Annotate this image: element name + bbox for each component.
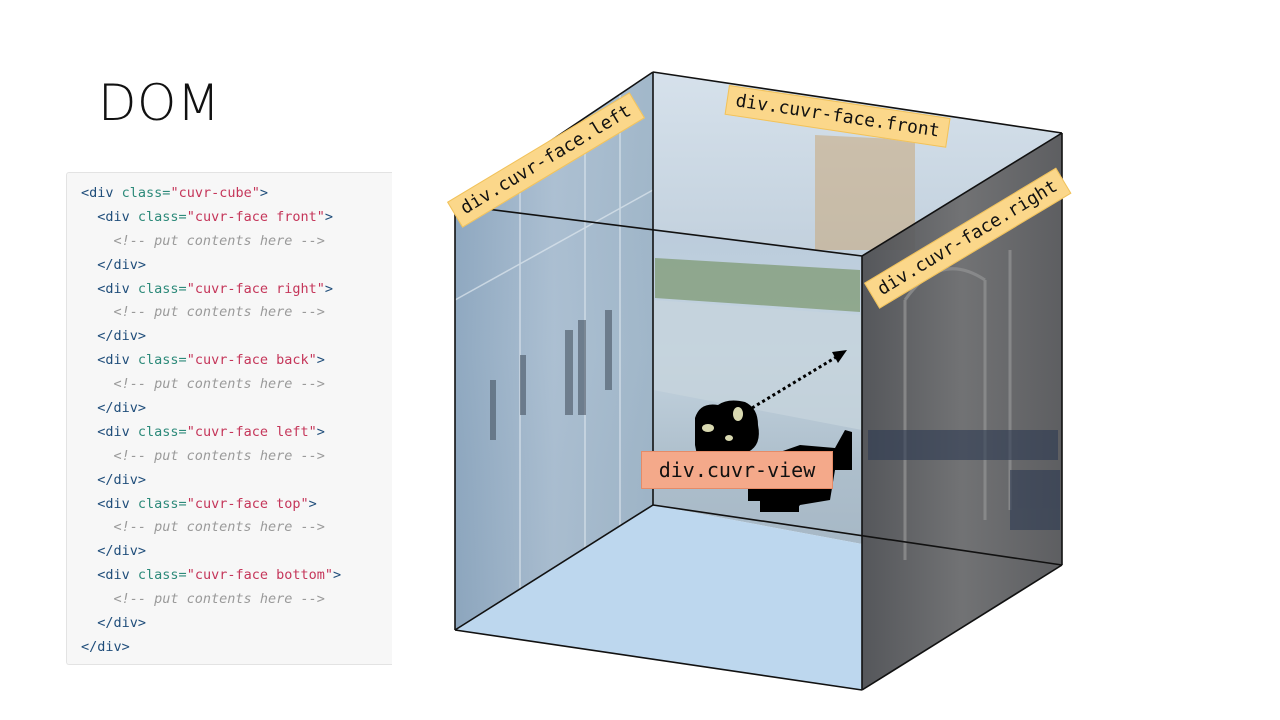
code-block: <div class="cuvr-cube"> <div class="cuvr…	[66, 172, 392, 665]
code-line: </div>	[81, 325, 392, 349]
code-line: <div class="cuvr-face right">	[81, 278, 392, 302]
code-line: <div class="cuvr-face front">	[81, 206, 392, 230]
code-token-attr: class=	[137, 423, 187, 440]
viewer-highlights	[702, 407, 743, 441]
code-token-cmt: <!-- put contents here -->	[113, 232, 325, 249]
code-line: <!-- put contents here -->	[81, 301, 392, 325]
code-line: <div class="cuvr-face top">	[81, 493, 392, 517]
back-wall-trees	[655, 258, 860, 312]
code-token-tag: <div	[97, 280, 130, 297]
code-line: <div class="cuvr-face left">	[81, 421, 392, 445]
code-token-tag: >	[308, 495, 317, 512]
code-token-tag: </div>	[97, 615, 147, 632]
label-view: div.cuvr-view	[641, 451, 833, 489]
code-token-tag: </div>	[97, 256, 147, 273]
code-token-attr: class=	[137, 352, 187, 369]
code-token-str: "cuvr-face right"	[186, 280, 325, 297]
code-token-str: "cuvr-face bottom"	[186, 567, 334, 584]
code-token-str: "cuvr-cube"	[170, 185, 260, 201]
code-token-tag: <div	[97, 567, 130, 584]
code-line: <!-- put contents here -->	[81, 445, 392, 469]
code-line: <!-- put contents here -->	[81, 230, 392, 254]
code-token-attr: class=	[121, 185, 171, 201]
view-direction-arrowhead	[832, 350, 847, 363]
code-line: <div class="cuvr-face bottom">	[81, 564, 392, 588]
code-token-tag: >	[324, 208, 334, 225]
code-token-cmt: <!-- put contents here -->	[113, 376, 325, 393]
code-token-tag: <div	[81, 185, 114, 201]
back-wall-plaza	[653, 300, 862, 430]
code-line: <div class="cuvr-cube">	[81, 182, 392, 206]
code-token-cmt: <!-- put contents here -->	[113, 447, 325, 464]
code-token-str: "cuvr-face top"	[186, 495, 309, 512]
code-line: </div>	[81, 254, 392, 278]
code-token-cmt: <!-- put contents here -->	[113, 304, 325, 321]
code-token-tag: </div>	[97, 543, 147, 560]
code-line: </div>	[81, 612, 392, 636]
code-line: <!-- put contents here -->	[81, 588, 392, 612]
code-token-str: "cuvr-face back"	[186, 352, 317, 369]
left-wall-crowd	[490, 310, 612, 440]
code-token-tag: >	[324, 280, 334, 297]
code-token-tag: <div	[97, 423, 130, 440]
code-token-tag: </div>	[97, 471, 147, 488]
code-token-tag: </div>	[81, 638, 130, 655]
view-direction-arrow	[751, 354, 839, 410]
code-token-attr: class=	[137, 208, 187, 225]
code-token-cmt: <!-- put contents here -->	[113, 591, 325, 608]
cube-edges	[454, 71, 1063, 691]
code-token-tag: >	[316, 423, 325, 440]
code-token-tag: <div	[97, 352, 130, 369]
code-token-attr: class=	[137, 495, 187, 512]
code-token-tag: >	[316, 352, 325, 369]
code-token-cmt: <!-- put contents here -->	[113, 519, 325, 536]
right-wall-crowd	[868, 430, 1060, 530]
top-building	[815, 135, 915, 250]
code-token-tag: >	[333, 567, 342, 584]
code-line: </div>	[81, 469, 392, 493]
code-token-tag: </div>	[97, 400, 147, 417]
code-line: </div>	[81, 636, 392, 660]
code-line: <div class="cuvr-face back">	[81, 349, 392, 373]
code-token-attr: class=	[137, 567, 187, 584]
code-token-tag: <div	[97, 495, 130, 512]
floor	[455, 505, 862, 690]
slide-title: DOM	[98, 74, 221, 132]
code-line: <!-- put contents here -->	[81, 373, 392, 397]
code-token-attr: class=	[137, 280, 187, 297]
code-token-str: "cuvr-face front"	[186, 208, 325, 225]
code-token-tag: >	[259, 185, 268, 201]
code-line: </div>	[81, 397, 392, 421]
code-line: <!-- put contents here -->	[81, 516, 392, 540]
code-token-tag: <div	[97, 208, 130, 225]
code-line: </div>	[81, 540, 392, 564]
code-token-tag: </div>	[97, 328, 147, 345]
code-token-str: "cuvr-face left"	[186, 423, 317, 440]
